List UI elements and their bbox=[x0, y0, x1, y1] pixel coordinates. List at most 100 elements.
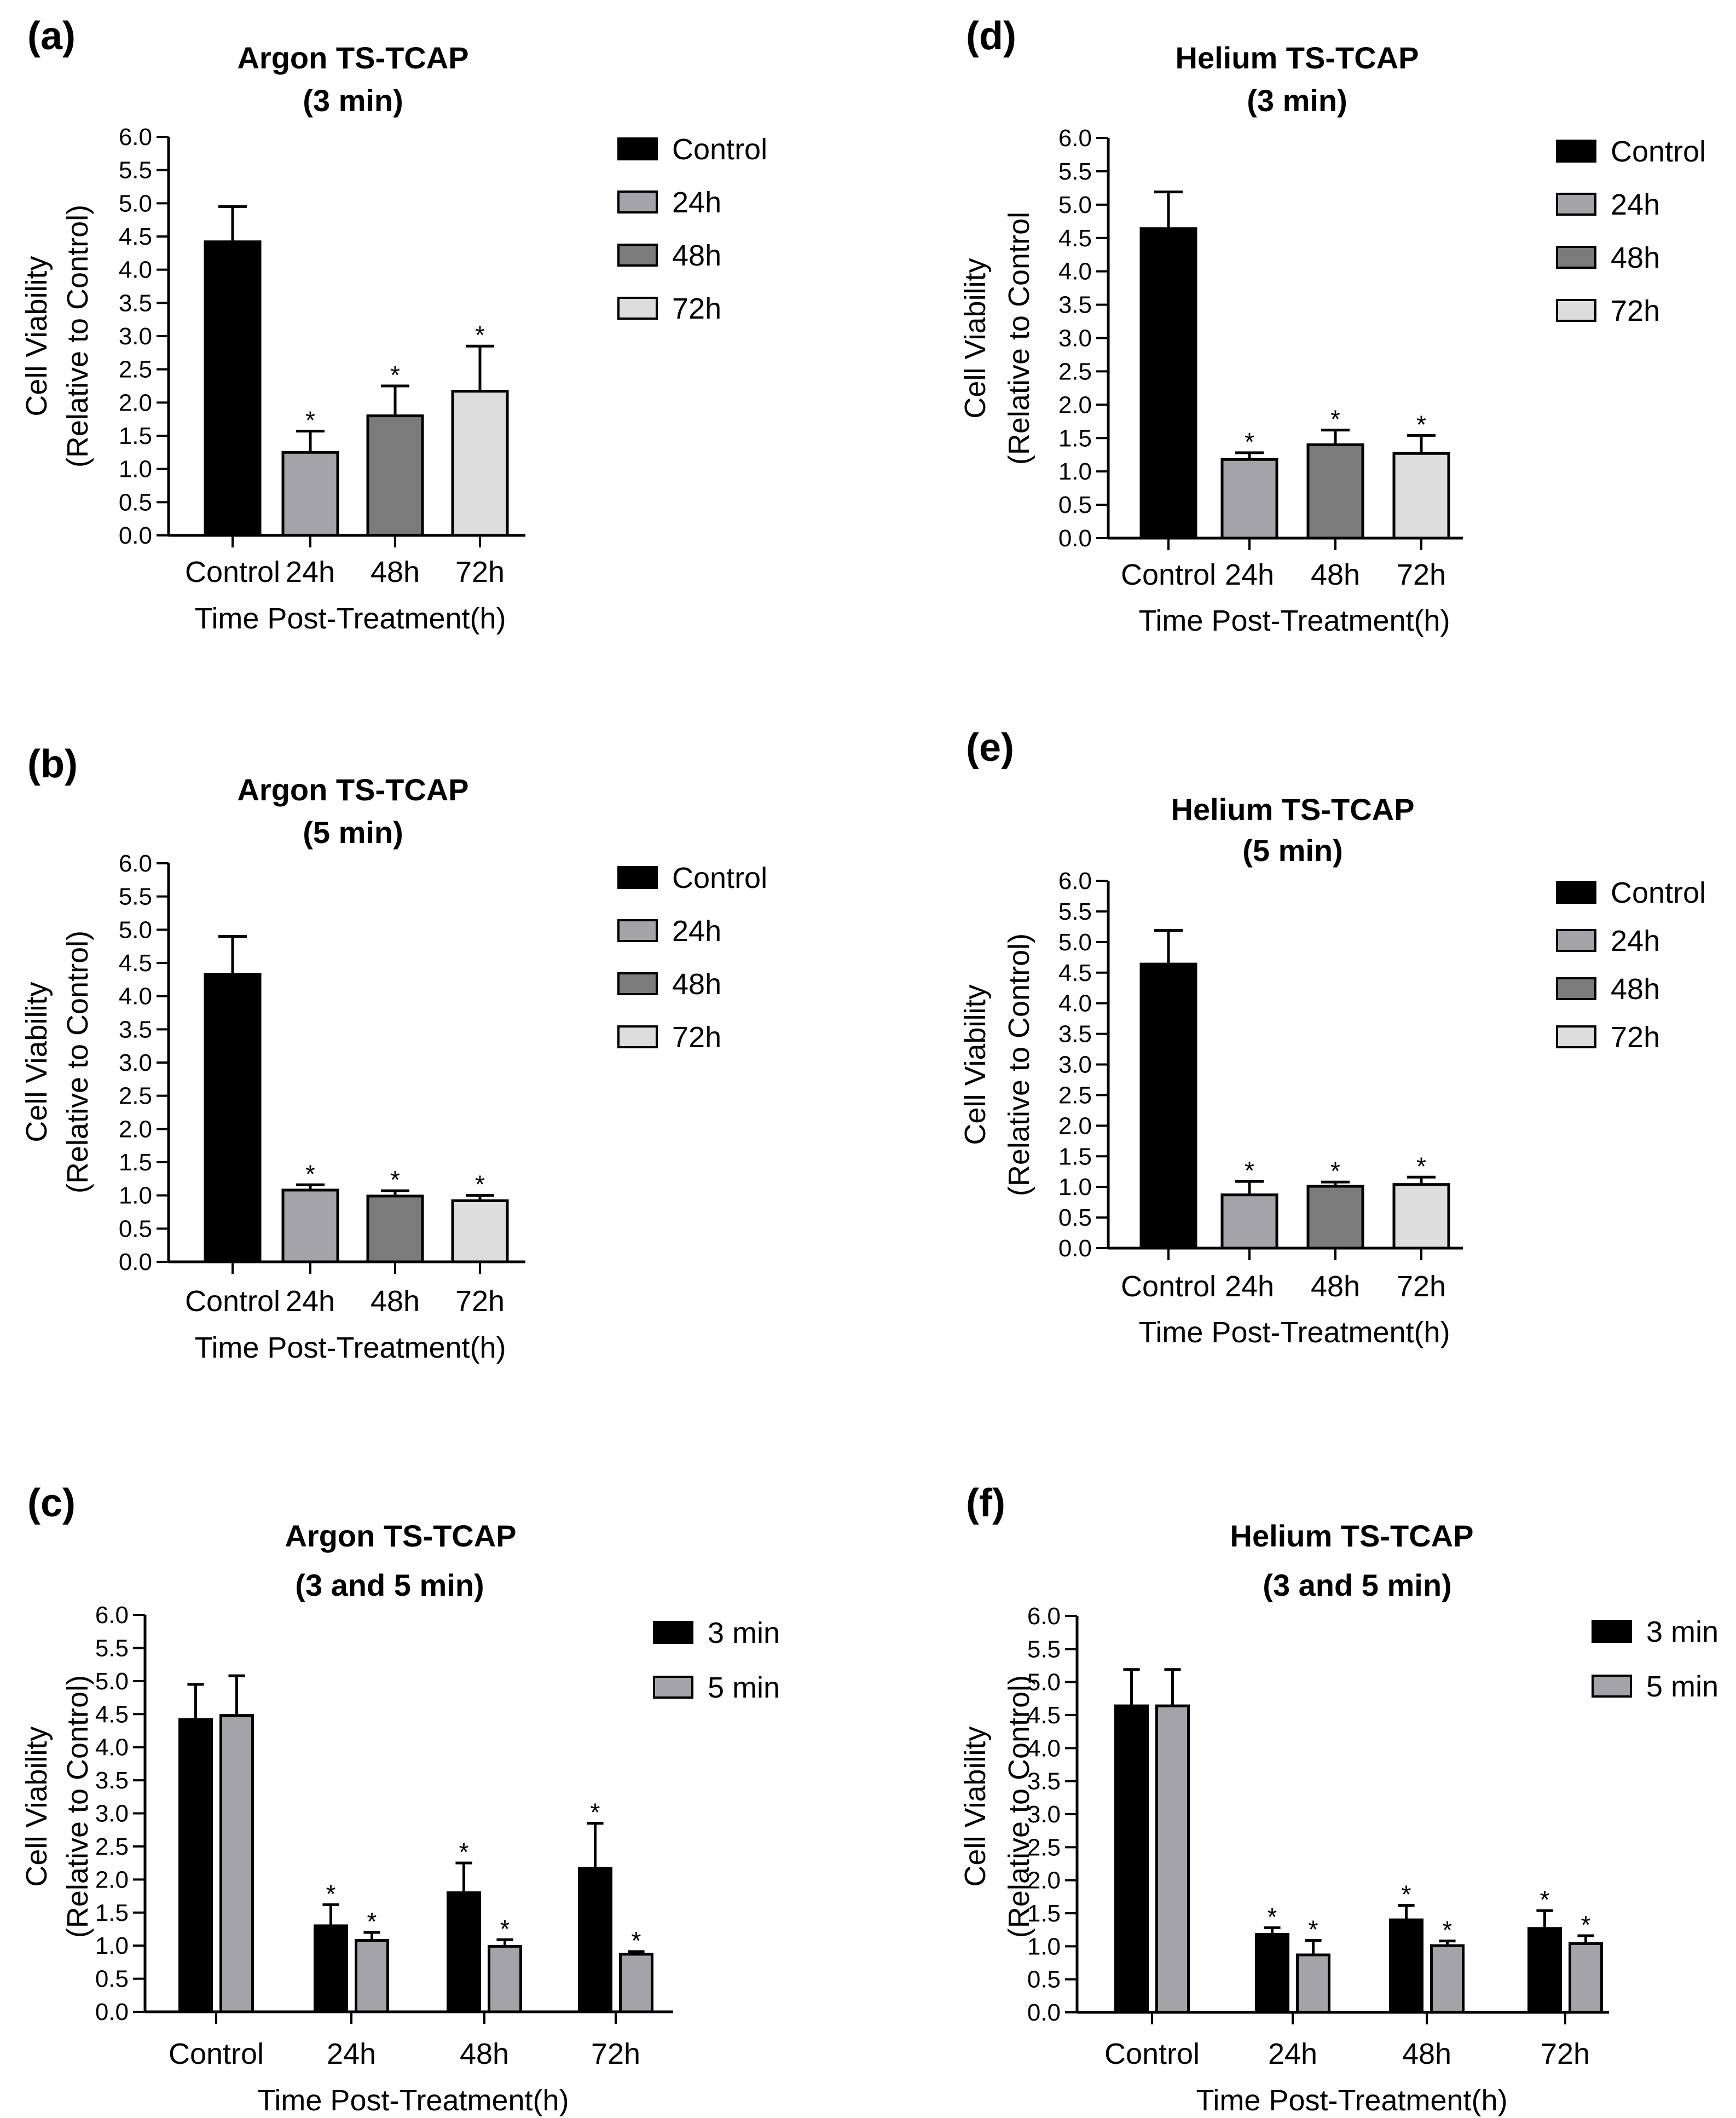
significance-marker: * bbox=[326, 1879, 336, 1908]
y-tick-label: 0.0 bbox=[95, 1999, 129, 2025]
y-tick-label: 4.0 bbox=[119, 257, 152, 284]
chart-title: Argon TS-TCAP bbox=[285, 1519, 516, 1553]
x-tick-label: 24h bbox=[1268, 2038, 1317, 2070]
significance-marker: * bbox=[1443, 1916, 1453, 1944]
x-axis-title: Time Post-Treatment(h) bbox=[257, 2084, 569, 2117]
bar-control-0 bbox=[1114, 1704, 1149, 2014]
significance-marker: * bbox=[475, 321, 485, 349]
y-axis-title: Cell Viability bbox=[959, 1726, 992, 1886]
legend-label: 24h bbox=[1611, 925, 1660, 957]
legend-label: 72h bbox=[672, 292, 721, 325]
bar-48h bbox=[366, 414, 424, 537]
legend-swatch bbox=[617, 866, 658, 889]
significance-marker: * bbox=[591, 1798, 600, 1827]
legend-label: 72h bbox=[672, 1021, 721, 1054]
chart-panel-d: (d) Helium TS-TCAP (3 min) 0.0 0.5 1.0 1.5 2.0 2… bbox=[959, 14, 1706, 637]
y-tick-label: 3.0 bbox=[1027, 1801, 1061, 1828]
significance-marker: * bbox=[459, 1838, 469, 1866]
x-tick-label: Control bbox=[185, 556, 280, 588]
y-tick-label: 2.0 bbox=[1058, 391, 1092, 418]
x-tick-label: 72h bbox=[1397, 1270, 1446, 1303]
chart-subtitle: (3 and 5 min) bbox=[295, 1568, 484, 1602]
chart-panel-f: (f) Helium TS-TCAP (3 and 5 min) 0.0 0.5 1.0 1… bbox=[959, 1481, 1718, 2117]
bar-72h-0 bbox=[578, 1867, 612, 2013]
y-axis-title: Cell Viability bbox=[20, 1726, 53, 1886]
x-tick-label: 48h bbox=[460, 2038, 509, 2070]
y-tick-label: 3.0 bbox=[1058, 1052, 1092, 1078]
x-tick-label: 48h bbox=[371, 1285, 420, 1318]
significance-marker: * bbox=[1245, 1156, 1254, 1185]
x-tick-label: 24h bbox=[327, 2038, 376, 2070]
y-tick-label: 1.5 bbox=[1058, 425, 1092, 452]
legend-swatch bbox=[617, 972, 658, 995]
y-axis-title: Cell Viability bbox=[20, 982, 53, 1142]
legend-swatch bbox=[1556, 881, 1596, 904]
legend-swatch bbox=[653, 1676, 693, 1699]
legend-swatch bbox=[1556, 193, 1596, 216]
legend-label: 5 min bbox=[1646, 1670, 1718, 1703]
significance-marker: * bbox=[390, 1165, 400, 1194]
x-tick-label: Control bbox=[169, 2038, 264, 2070]
chart-subtitle: (5 min) bbox=[303, 815, 403, 850]
y-tick-label: 0.5 bbox=[119, 489, 152, 516]
y-tick-label: 4.0 bbox=[1058, 990, 1092, 1017]
legend-label: 24h bbox=[672, 186, 721, 219]
x-tick-label: Control bbox=[185, 1285, 280, 1318]
y-tick-label: 2.0 bbox=[1027, 1867, 1061, 1894]
y-tick-label: 5.5 bbox=[119, 884, 152, 910]
y-tick-label: 4.0 bbox=[1027, 1735, 1061, 1762]
y-tick-label: 4.5 bbox=[1058, 225, 1092, 252]
bar-48h-1 bbox=[1430, 1944, 1465, 2014]
bar-72h bbox=[1392, 452, 1450, 540]
significance-marker: * bbox=[1330, 405, 1340, 434]
y-tick-label: 5.0 bbox=[119, 190, 152, 217]
bar-48h-1 bbox=[488, 1944, 522, 2013]
y-tick-label: 2.0 bbox=[119, 389, 152, 416]
significance-marker: * bbox=[1330, 1157, 1340, 1185]
x-axis-title: Time Post-Treatment(h) bbox=[1138, 604, 1450, 637]
bar-48h-0 bbox=[1389, 1918, 1423, 2014]
chart-panel-c: (c) Argon TS-TCAP (3 and 5 min) 0.0 0.5 1.0 1.… bbox=[20, 1481, 780, 2117]
bar-control-0 bbox=[178, 1718, 213, 2013]
y-axis-subtitle: (Relative to Control) bbox=[61, 931, 94, 1193]
x-tick-label: 24h bbox=[286, 556, 335, 588]
bar-48h bbox=[1306, 443, 1364, 540]
y-tick-label: 4.5 bbox=[1058, 960, 1092, 986]
significance-marker: * bbox=[1268, 1903, 1277, 1931]
y-axis-subtitle: (Relative to Control bbox=[1003, 212, 1035, 465]
bar-72h-1 bbox=[1569, 1942, 1603, 2014]
y-tick-label: 0.0 bbox=[119, 1249, 152, 1276]
significance-marker: * bbox=[1245, 428, 1254, 456]
x-axis-title: Time Post-Treatment(h) bbox=[1138, 1316, 1450, 1349]
y-tick-label: 4.5 bbox=[95, 1701, 129, 1728]
y-tick-label: 2.0 bbox=[95, 1866, 129, 1893]
y-tick-label: 1.5 bbox=[1058, 1143, 1092, 1170]
significance-marker: * bbox=[500, 1914, 510, 1943]
y-tick-label: 5.0 bbox=[1058, 192, 1092, 218]
y-tick-label: 0.5 bbox=[1027, 1966, 1061, 1993]
bar-48h bbox=[366, 1194, 424, 1263]
panel-label: (d) bbox=[966, 14, 1016, 58]
panel-label: (b) bbox=[27, 742, 78, 786]
y-tick-label: 5.0 bbox=[1027, 1669, 1061, 1696]
y-tick-label: 4.0 bbox=[119, 983, 152, 1010]
x-tick-label: Control bbox=[1121, 1270, 1216, 1303]
x-tick-label: 24h bbox=[1225, 558, 1274, 591]
bar-24h-0 bbox=[314, 1924, 348, 2013]
y-tick-label: 6.0 bbox=[1058, 868, 1092, 894]
legend-label: Control bbox=[1611, 135, 1706, 168]
significance-marker: * bbox=[305, 406, 315, 435]
bar-24h bbox=[281, 451, 339, 537]
x-tick-label: Control bbox=[1121, 558, 1216, 591]
chart-subtitle: (5 min) bbox=[1242, 833, 1343, 868]
y-tick-label: 2.0 bbox=[1058, 1112, 1092, 1139]
bar-24h-0 bbox=[1255, 1933, 1289, 2014]
significance-marker: * bbox=[1402, 1880, 1411, 1909]
legend-label: 48h bbox=[1611, 973, 1660, 1006]
chart-panel-b: (b) Argon TS-TCAP (5 min) 0.0 0.5 1.0 1.5 2.0 2.… bbox=[20, 742, 767, 1364]
bar-control-1 bbox=[1155, 1704, 1190, 2014]
y-tick-label: 0.0 bbox=[119, 522, 152, 549]
legend-label: 24h bbox=[672, 915, 721, 948]
x-tick-label: Control bbox=[1104, 2038, 1200, 2070]
y-axis-subtitle: (Relative to Control) bbox=[1003, 933, 1035, 1196]
